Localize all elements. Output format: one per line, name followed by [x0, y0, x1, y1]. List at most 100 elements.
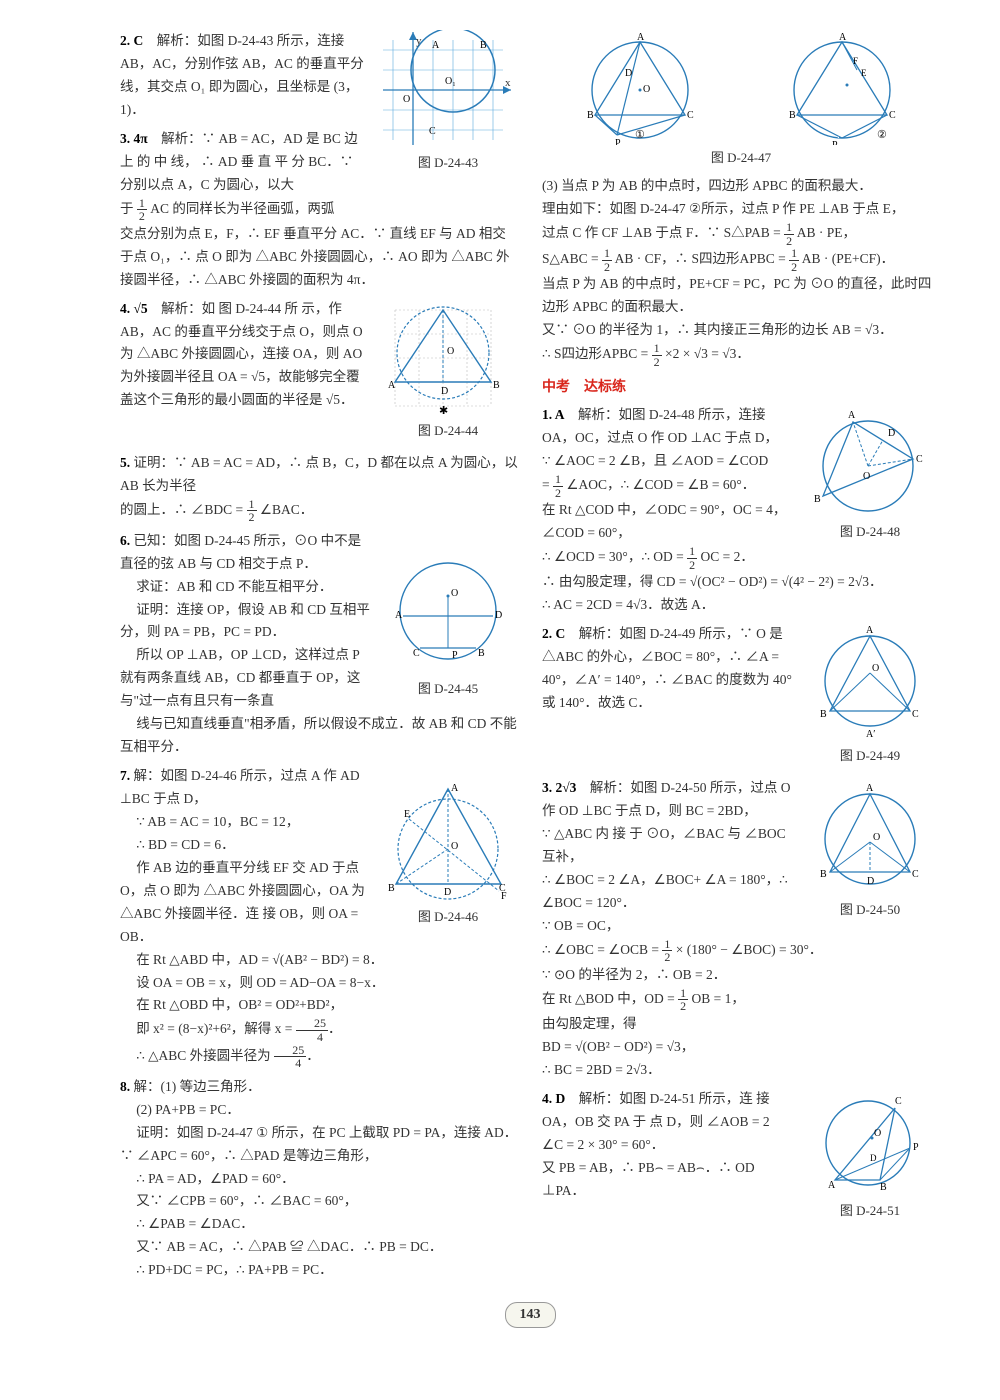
svg-text:A: A: [866, 783, 874, 794]
fig-d-24-50: AO BDC 图 D-24-50: [800, 777, 940, 927]
svg-text:B: B: [789, 110, 796, 121]
q5-line2: 的圆上．∴ ∠BDC = 12 ∠BAC．: [120, 498, 518, 524]
svg-text:A: A: [395, 610, 403, 621]
fig-50-label: 图 D-24-50: [800, 899, 940, 921]
q5-t3: ∠BAC．: [257, 502, 314, 517]
svg-text:D: D: [888, 428, 895, 439]
svg-text:A: A: [637, 32, 645, 43]
p2-l1: 解析：如图 D-24-49 所示，∵ O 是 △ABC 的外心，∠BOC = 8…: [542, 626, 792, 710]
p2-num: 2. C: [542, 626, 565, 641]
p3-l9: BD = √(OB² − OD²) = √3，: [542, 1036, 940, 1059]
p1-l3b: ∠AOC，∴ ∠COD = ∠B = 60°．: [563, 477, 755, 492]
svg-text:②: ②: [877, 129, 887, 141]
p3-num: 3. 2√3: [542, 780, 576, 795]
half-frac: 12: [137, 197, 147, 223]
svg-text:B: B: [820, 709, 827, 720]
svg-text:O: O: [447, 346, 454, 357]
q8-l3: 证明：如图 D-24-47 ① 所示，在 PC 上截取 PD = PA，连接 A…: [120, 1122, 518, 1168]
p1-l6: ∴ 由勾股定理，得 CD = √(OC² − OD²) = √(4² − 2²)…: [542, 571, 940, 594]
svg-text:P: P: [913, 1142, 919, 1153]
fig-51-label: 图 D-24-51: [800, 1200, 940, 1222]
q5-text: 证明：∵ AB = AC = AD，∴ 点 B，C，D 都在以点 A 为圆心，以…: [120, 455, 518, 493]
q8-num: 8.: [120, 1079, 130, 1094]
frac-25-4a: 254: [296, 1017, 328, 1043]
svg-text:D: D: [444, 887, 451, 898]
half-r4: 12: [652, 342, 662, 368]
p1-l3a: =: [542, 477, 553, 492]
q7-l7: 在 Rt △OBD 中，OB² = OD²+BD²，: [120, 994, 518, 1017]
q8c-l1: (3) 当点 P 为 AB 的中点时，四边形 APBC 的面积最大．: [542, 175, 940, 198]
q8-l4: ∴ PA = AD，∠PAD = 60°．: [120, 1168, 518, 1191]
svg-text:A: A: [828, 1180, 836, 1191]
section-heading: 中考 达标练: [542, 376, 940, 400]
svg-text:B: B: [880, 1182, 887, 1193]
p1-num: 1. A: [542, 407, 565, 422]
p3-l5a: ∴ ∠OBC = ∠OCB =: [542, 942, 662, 957]
q3-l2-wrap: 于 12 AC 的同样长为半径画弧，两弧: [120, 197, 518, 223]
svg-text:B: B: [814, 494, 821, 505]
half-frac-2: 12: [247, 498, 257, 524]
svg-text:O: O: [874, 1128, 881, 1139]
half-r3: 12: [789, 247, 799, 273]
q8c-l7b: ×2 × √3 = √3．: [662, 346, 750, 361]
svg-text:O₁: O₁: [445, 76, 456, 87]
q3-l2b: AC 的同样长为半径画弧，两弧: [147, 201, 335, 216]
svg-text:C: C: [895, 1096, 902, 1107]
q8c-l3b: AB · PE，: [794, 225, 856, 240]
svg-text:O: O: [873, 832, 880, 843]
q8c-l4: S△ABC = 12 AB · CF，∴ S四边形APBC = 12 AB · …: [542, 247, 940, 273]
fig-49-label: 图 D-24-49: [800, 745, 940, 767]
q6-l5: 线与已知直线垂直"相矛盾，所以假设不成立．故 AB 和 CD 不能互相平分．: [120, 713, 518, 759]
svg-text:D: D: [495, 610, 502, 621]
fig-44-label: 图 D-24-44: [378, 420, 518, 442]
svg-text:A: A: [451, 783, 459, 794]
svg-text:B: B: [587, 110, 594, 121]
p3-l7a: 在 Rt △BOD 中，OD =: [542, 991, 678, 1006]
q8-l7: 又∵ AB = AC，∴ △PAB ≌ △DAC．∴ PB = DC．: [120, 1236, 518, 1259]
fig-45-label: 图 D-24-45: [378, 678, 518, 700]
q6-l1: 已知：如图 D-24-45 所示，⊙O 中不是直径的弦 AB 与 CD 相交于点…: [120, 533, 361, 571]
svg-text:E: E: [861, 68, 867, 78]
q8-l1: 解：(1) 等边三角形．: [130, 1079, 261, 1094]
q2-text: 解析：如图 D-24-43 所示，连接 AB，AC，分别作弦 AB，AC 的垂直…: [120, 33, 364, 117]
q7-l6: 设 OA = OB = x，则 OD = AD−OA = 8−x．: [120, 972, 518, 995]
page-number: 143: [505, 1302, 556, 1328]
q3-num: 3. 4π: [120, 131, 148, 146]
svg-text:D: D: [867, 876, 874, 887]
q7-l8a: 即 x² = (8−x)²+6²，解得 x =: [136, 1022, 296, 1037]
q8c-l3a: 过点 C 作 CF ⊥AB 于点 F．∵ S△PAB =: [542, 225, 784, 240]
p3: AO BDC 图 D-24-50 3. 2√3 解析：如图 D-24-50 所示…: [542, 777, 940, 1082]
svg-text:O: O: [403, 94, 410, 105]
fig-d-24-48: AD COB 图 D-24-48: [800, 404, 940, 549]
svg-text:C: C: [687, 110, 694, 121]
p3-l8: 由勾股定理，得: [542, 1013, 940, 1036]
q7-l5: 在 Rt △ABD 中，AD = √(AB² − BD²) = 8．: [120, 949, 518, 972]
half-r2: 12: [602, 247, 612, 273]
p4-num: 4. D: [542, 1091, 565, 1106]
q5: 5. 证明：∵ AB = AC = AD，∴ 点 B，C，D 都在以点 A 为圆…: [120, 452, 518, 524]
frac-25-4b: 254: [274, 1044, 306, 1070]
q4-text: 解析：如 图 D-24-44 所 示，作 AB，AC 的垂直平分线交于点 O，则…: [120, 301, 363, 408]
svg-text:B: B: [480, 40, 487, 51]
svg-text:P: P: [452, 650, 458, 661]
q7: A EO BDCF 图 D-24-46 7. 解：如图 D-24-46 所示，过…: [120, 765, 518, 1070]
svg-text:O: O: [451, 588, 458, 599]
svg-text:F: F: [853, 56, 858, 66]
svg-text:O: O: [643, 84, 650, 95]
q2: y x AB OO₁ C 图 D-24-43 2. C 解析：如图 D-24-4…: [120, 30, 518, 122]
left-column: y x AB OO₁ C 图 D-24-43 2. C 解析：如图 D-24-4…: [120, 30, 518, 1288]
p1-l5b: OC = 2．: [697, 549, 754, 564]
svg-text:O: O: [863, 471, 870, 482]
page-number-wrap: 143: [120, 1302, 940, 1328]
fig-d-24-49: AO BC A′ 图 D-24-49: [800, 623, 940, 773]
p2: AO BC A′ 图 D-24-49 2. C 解析：如图 D-24-49 所示…: [542, 623, 940, 715]
q4-num: 4. √5: [120, 301, 148, 316]
q8c-l7: ∴ S四边形APBC = 12 ×2 × √3 = √3．: [542, 342, 940, 368]
svg-text:D: D: [625, 68, 632, 79]
svg-text:O: O: [451, 841, 458, 852]
q3-l2a: 于: [120, 201, 137, 216]
p1: AD COB 图 D-24-48 1. A 解析：如图 D-24-48 所示，连…: [542, 404, 940, 617]
fig-d-24-46: A EO BDCF 图 D-24-46: [378, 779, 518, 934]
p1-l5a: ∴ ∠OCD = 30°，∴ OD =: [542, 549, 687, 564]
q8c-l3: 过点 C 作 CF ⊥AB 于点 F．∵ S△PAB = 12 AB · PE，: [542, 221, 940, 247]
